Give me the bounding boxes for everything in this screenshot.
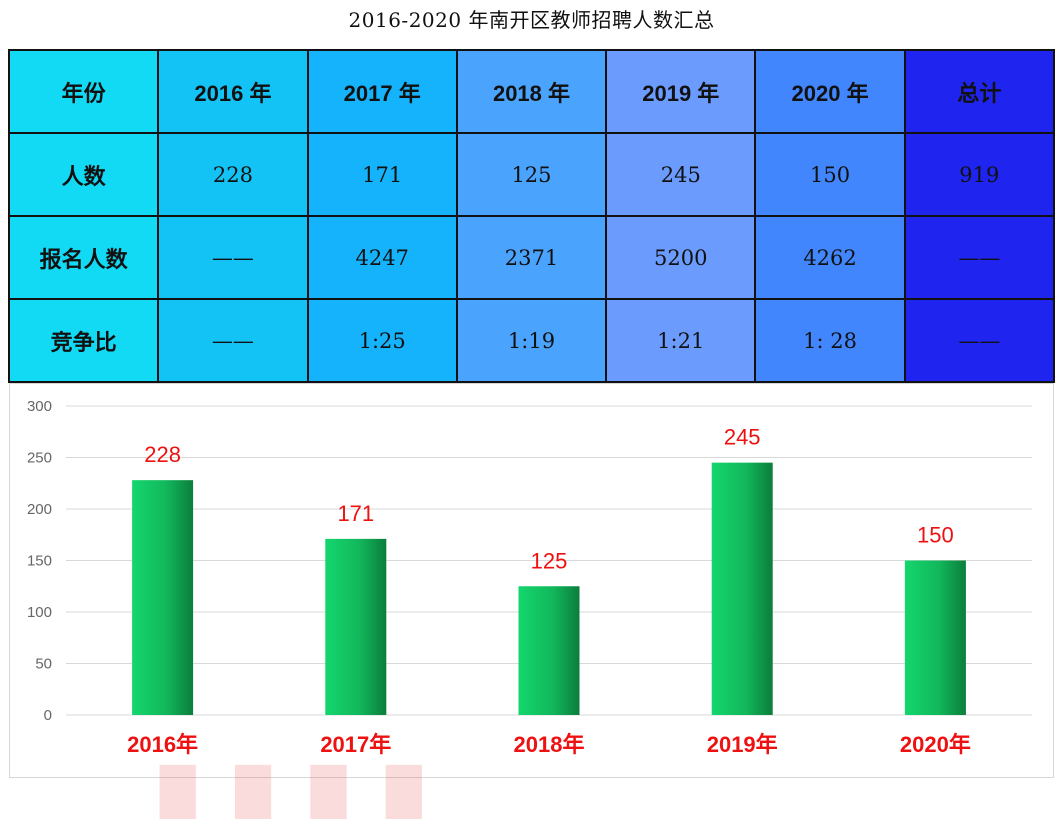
bar: [904, 560, 966, 715]
header-2017: 2017 年: [306, 49, 458, 134]
header-2016: 2016 年: [157, 49, 309, 134]
header-year: 年份: [7, 49, 160, 134]
table-cell: 171: [306, 132, 458, 217]
table-cell: 919: [903, 132, 1056, 217]
table-cell: 4247: [306, 215, 458, 300]
table-cell: 4262: [754, 215, 906, 300]
table-cell: 5200: [605, 215, 757, 300]
table-cell: 1:21: [605, 298, 757, 383]
data-label: 171: [337, 501, 374, 526]
table-cell: 1:25: [306, 298, 458, 383]
row-label: 人数: [7, 132, 160, 217]
y-tick-label: 250: [27, 450, 52, 467]
data-label: 125: [531, 548, 568, 573]
x-tick-label: 2016年: [127, 732, 198, 757]
header-2020: 2020 年: [754, 49, 906, 134]
table-cell: ——: [157, 215, 309, 300]
x-tick-label: 2020年: [900, 732, 971, 757]
x-tick-label: 2019年: [707, 732, 778, 757]
watermark: ████: [160, 765, 462, 819]
y-tick-label: 150: [27, 553, 52, 570]
data-label: 150: [917, 523, 954, 548]
table-cell: ——: [157, 298, 309, 383]
table-row-hires: 人数 228 171 125 245 150 919: [7, 132, 1056, 217]
table-cell: ——: [903, 298, 1056, 383]
table-cell: 1: 28: [754, 298, 906, 383]
bar-chart-panel: 0 50 100 150 200 250 300 228 2016年 171 2017年 125 20…: [9, 383, 1054, 778]
bar: [132, 480, 194, 715]
table-cell: 2371: [455, 215, 608, 300]
table-header-row: 年份 2016 年 2017 年 2018 年 2019 年 2020 年 总计: [7, 49, 1056, 134]
y-tick-label: 200: [27, 501, 52, 518]
y-tick-label: 100: [27, 604, 52, 621]
table-row-ratio: 竞争比 —— 1:25 1:19 1:21 1: 28 ——: [7, 298, 1056, 383]
x-tick-label: 2018年: [514, 732, 585, 757]
data-label: 228: [144, 442, 181, 467]
table-row-applicants: 报名人数 —— 4247 2371 5200 4262 ——: [7, 215, 1056, 300]
bar-chart: 0 50 100 150 200 250 300 228 2016年 171 2017年 125 20…: [27, 398, 1032, 757]
table-cell: 228: [157, 132, 309, 217]
data-label: 245: [724, 425, 761, 450]
bar: [711, 462, 773, 715]
page-title: 2016-2020 年南开区教师招聘人数汇总: [348, 8, 715, 32]
table-cell: ——: [903, 215, 1056, 300]
table-cell: 150: [754, 132, 906, 217]
summary-table: 年份 2016 年 2017 年 2018 年 2019 年 2020 年 总计…: [7, 49, 1056, 383]
row-label: 竞争比: [7, 298, 160, 383]
header-total: 总计: [903, 49, 1056, 134]
y-tick-label: 0: [44, 707, 52, 724]
bar: [518, 586, 580, 715]
bar: [325, 538, 387, 715]
x-tick-label: 2017年: [320, 732, 391, 757]
row-label: 报名人数: [7, 215, 160, 300]
table-cell: 245: [605, 132, 757, 217]
y-tick-label: 50: [35, 656, 52, 673]
table-cell: 1:19: [455, 298, 608, 383]
y-tick-label: 300: [27, 398, 52, 415]
table-cell: 125: [455, 132, 608, 217]
header-2019: 2019 年: [605, 49, 757, 134]
header-2018: 2018 年: [455, 49, 608, 134]
